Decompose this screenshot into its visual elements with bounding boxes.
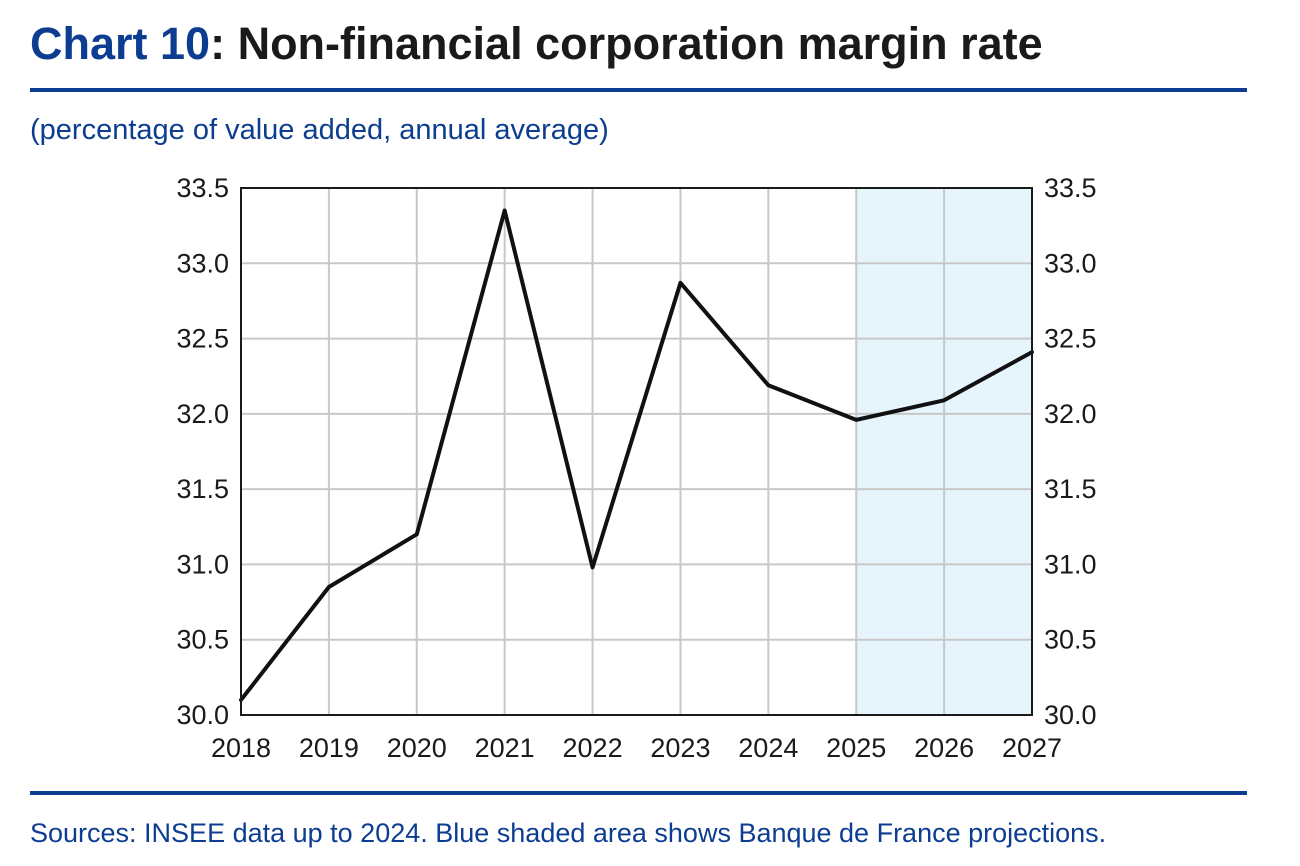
y-tick-label-left: 32.5 xyxy=(176,324,229,354)
x-tick-label: 2018 xyxy=(211,733,271,763)
y-tick-label-right: 32.0 xyxy=(1044,399,1097,429)
data-point-2026 xyxy=(942,398,946,402)
x-tick-label: 2023 xyxy=(650,733,710,763)
y-tick-label-left: 31.0 xyxy=(176,549,229,579)
data-point-2022 xyxy=(591,565,595,569)
y-tick-label-left: 30.5 xyxy=(176,625,229,655)
data-point-2023 xyxy=(678,281,682,285)
y-tick-label-right: 32.5 xyxy=(1044,324,1097,354)
y-tick-label-left: 33.0 xyxy=(176,248,229,278)
y-tick-label-right: 31.5 xyxy=(1044,474,1097,504)
y-tick-label-left: 32.0 xyxy=(176,399,229,429)
x-tick-label: 2025 xyxy=(826,733,886,763)
source-note: Sources: INSEE data up to 2024. Blue sha… xyxy=(30,818,1107,848)
grid-layer xyxy=(241,188,1032,715)
chart-number: Chart 10 xyxy=(30,18,211,69)
x-tick-label: 2024 xyxy=(738,733,798,763)
x-tick-label: 2026 xyxy=(914,733,974,763)
y-tick-label-right: 30.5 xyxy=(1044,625,1097,655)
data-point-2021 xyxy=(503,209,507,213)
x-tick-label: 2022 xyxy=(563,733,623,763)
x-tick-label: 2021 xyxy=(475,733,535,763)
tick-label-layer: 30.0 30.0 30.5 30.5 31.0 31.0 31.5 31.5 32.0 32.0… xyxy=(176,173,1096,763)
y-tick-label-left: 30.0 xyxy=(176,700,229,730)
plot-frame xyxy=(240,187,1033,716)
y-tick-label-right: 31.0 xyxy=(1044,549,1097,579)
y-tick-label-left: 31.5 xyxy=(176,474,229,504)
chart-title-text: : Non-financial corporation margin rate xyxy=(210,18,1043,69)
data-point-2025 xyxy=(854,418,858,422)
data-point-2024 xyxy=(766,383,770,387)
top-rule xyxy=(30,88,1247,92)
data-point-2019 xyxy=(327,585,331,589)
x-tick-label: 2019 xyxy=(299,733,359,763)
y-tick-label-right: 30.0 xyxy=(1044,700,1097,730)
x-tick-label: 2020 xyxy=(387,733,447,763)
chart-title: Chart 10: Non-financial corporation marg… xyxy=(30,18,1043,70)
y-tick-label-right: 33.5 xyxy=(1044,173,1097,203)
y-tick-label-left: 33.5 xyxy=(176,173,229,203)
x-tick-label: 2027 xyxy=(1002,733,1062,763)
bottom-rule xyxy=(30,791,1247,795)
y-tick-label-right: 33.0 xyxy=(1044,248,1097,278)
chart-subtitle: (percentage of value added, annual avera… xyxy=(30,114,609,146)
data-point-2020 xyxy=(415,532,419,536)
margin-rate-series-line xyxy=(239,208,1034,702)
